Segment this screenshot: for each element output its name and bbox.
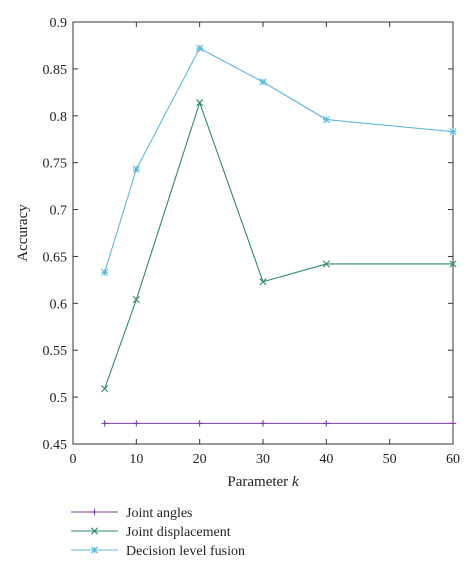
series-layer	[101, 44, 457, 427]
x-tick-label: 30	[256, 452, 270, 467]
x-tick-label: 50	[383, 452, 397, 467]
series-joint-angles	[101, 420, 457, 427]
data-point	[132, 165, 140, 173]
legend-label: Decision level fusion	[126, 544, 245, 559]
data-point	[259, 278, 267, 286]
x-tick-label: 10	[129, 452, 143, 467]
y-tick-label: 0.65	[43, 250, 68, 265]
y-tick-label: 0.75	[43, 157, 68, 172]
x-axis-label: Parameter k	[227, 474, 299, 490]
y-tick-label: 0.9	[50, 16, 68, 31]
legend-entry: Decision level fusion	[71, 544, 245, 559]
data-point	[101, 420, 108, 427]
data-point	[259, 420, 267, 427]
x-tick-label: 0	[70, 452, 77, 467]
legend-label: Joint angles	[126, 506, 193, 521]
x-axis-label-variable: k	[292, 474, 299, 490]
data-point	[259, 78, 267, 86]
x-axis-label-text: Parameter	[227, 474, 292, 490]
series-decision-level-fusion	[101, 44, 457, 276]
x-axis-ticks: 0 10 20 30 40 50 60	[70, 22, 460, 467]
legend-entry: Joint displacement	[71, 525, 231, 540]
data-point	[196, 99, 204, 107]
x-tick-label: 20	[193, 452, 207, 467]
data-point	[132, 295, 140, 304]
y-tick-label: 0.85	[43, 63, 68, 78]
y-tick-label: 0.5	[50, 391, 68, 406]
data-point	[196, 44, 204, 52]
y-tick-label: 0.8	[50, 110, 68, 125]
y-tick-label: 0.6	[50, 297, 68, 312]
y-axis-label: Accuracy	[15, 204, 31, 262]
data-point	[449, 128, 457, 136]
data-point	[322, 115, 330, 124]
y-tick-label: 0.55	[43, 344, 68, 359]
plot-frame	[72, 21, 454, 445]
x-tick-label: 60	[446, 452, 460, 467]
data-point	[101, 268, 109, 276]
data-point	[449, 260, 457, 268]
data-point	[101, 385, 109, 393]
y-axis-ticks: 0.45 0.5 0.55 0.6 0.65 0.7 0.75 0.8 0.85 0.9	[43, 16, 453, 453]
legend-entry: Joint angles	[71, 506, 193, 521]
data-point	[323, 420, 330, 427]
series-joint-displacement	[101, 99, 457, 393]
x-tick-label: 40	[319, 452, 333, 467]
legend-marker	[90, 546, 99, 554]
legend-marker	[90, 527, 99, 535]
legend-marker	[91, 508, 98, 516]
series-line	[104, 47, 454, 273]
y-tick-label: 0.45	[43, 438, 68, 453]
data-point	[133, 420, 140, 427]
legend-label: Joint displacement	[126, 525, 231, 540]
series-line	[104, 100, 453, 389]
data-point	[449, 420, 457, 427]
data-point	[196, 420, 203, 427]
y-tick-label: 0.7	[50, 204, 68, 219]
legend: Joint angles Joint displacement Decision l…	[71, 506, 245, 559]
data-point	[322, 260, 330, 268]
